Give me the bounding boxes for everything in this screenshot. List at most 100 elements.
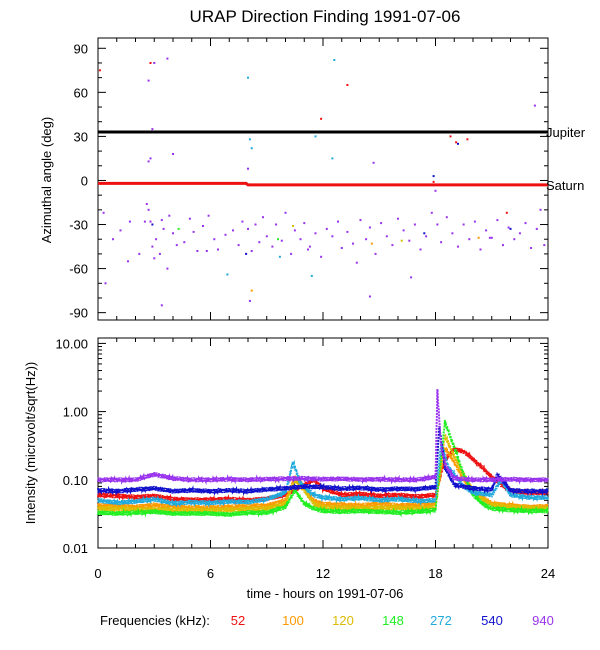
direction-point [509, 227, 512, 230]
direction-point [202, 225, 204, 227]
direction-point [374, 252, 377, 255]
direction-point [119, 229, 122, 232]
intensity-series-52 [97, 447, 549, 505]
direction-point [278, 255, 281, 258]
direction-point [518, 232, 521, 235]
direction-point [172, 232, 174, 235]
direction-point [449, 135, 452, 138]
direction-point [147, 79, 150, 82]
direction-point [397, 217, 399, 220]
direction-point [543, 244, 546, 247]
direction-point [160, 219, 163, 222]
direction-point [303, 222, 306, 225]
direction-point [380, 222, 383, 225]
intensity-series-940 [97, 389, 549, 485]
direction-point [207, 214, 210, 217]
azimuth-tick-label: 30 [74, 129, 88, 144]
direction-point [308, 245, 311, 248]
azimuth-ylabel: Azimuthal angle (deg) [39, 117, 54, 243]
azimuth-tick-label: 60 [74, 85, 88, 100]
direction-point [158, 252, 161, 255]
direction-point [457, 142, 459, 145]
legend-freq-100: 100 [282, 613, 304, 628]
direction-point [368, 226, 371, 229]
direction-point [166, 57, 169, 60]
direction-point [290, 252, 293, 255]
direction-point [175, 244, 178, 247]
direction-point [254, 223, 257, 226]
direction-point [533, 104, 536, 107]
time-tick-label: 24 [541, 566, 555, 581]
reference-label: Jupiter [546, 125, 586, 140]
direction-point [248, 138, 251, 141]
direction-point [333, 59, 336, 61]
direction-point [370, 242, 373, 245]
direction-point [496, 219, 499, 222]
direction-point [127, 260, 129, 263]
intensity-series-540 [97, 426, 549, 497]
direction-point [539, 208, 542, 211]
direction-point [160, 304, 163, 307]
direction-point [346, 230, 349, 233]
direction-point [488, 236, 491, 239]
time-xlabel: time - hours on 1991-07-06 [247, 586, 404, 601]
direction-point [307, 248, 309, 251]
direction-point [440, 241, 443, 244]
intensity-tick-label: 10.00 [55, 336, 88, 351]
legend-freq-940: 940 [532, 613, 554, 628]
azimuth-panel: 90 60 30 0 -30 -60 -90 Jupiter Saturn Azimuthal… [39, 37, 586, 321]
direction-point [490, 236, 493, 239]
direction-point [337, 220, 339, 223]
direction-point [104, 282, 107, 285]
direction-point [352, 242, 354, 245]
direction-point [145, 203, 148, 205]
direction-point [432, 180, 435, 183]
direction-point [149, 220, 152, 223]
direction-point [271, 245, 274, 248]
direction-point [151, 223, 154, 226]
direction-point [98, 69, 101, 72]
direction-point [485, 229, 488, 232]
direction-point [314, 232, 317, 235]
direction-point [224, 233, 227, 236]
direction-point [299, 238, 302, 241]
frequency-legend: Frequencies (kHz): 52 100 120 148 272 540 940 [100, 613, 554, 628]
direction-point [258, 241, 261, 244]
time-tick-label: 12 [316, 566, 330, 581]
direction-point [331, 235, 334, 238]
direction-point [400, 239, 403, 242]
direction-point [245, 252, 248, 255]
legend-freq-540: 540 [481, 613, 503, 628]
direction-point [372, 161, 375, 164]
direction-point [226, 273, 229, 276]
direction-point [196, 250, 199, 252]
chart-title: URAP Direction Finding 1991-07-06 [190, 7, 461, 26]
direction-point [147, 160, 150, 163]
direction-point [153, 257, 156, 260]
direction-point [147, 208, 150, 211]
direction-point [365, 238, 368, 241]
direction-point [162, 227, 165, 230]
azimuth-tick-label: -60 [69, 262, 88, 277]
direction-point [473, 220, 476, 223]
direction-point [402, 229, 405, 232]
direction-point [513, 238, 516, 241]
azimuth-frame [97, 37, 549, 321]
direction-point [177, 227, 180, 230]
direction-point [368, 295, 371, 298]
direction-point [293, 229, 296, 232]
direction-point [213, 238, 216, 241]
legend-label: Frequencies (kHz): [100, 613, 210, 628]
direction-point [250, 250, 253, 252]
direction-point [277, 238, 279, 241]
direction-point [247, 227, 249, 230]
direction-point [346, 84, 349, 86]
azimuth-tick-label: -90 [69, 306, 88, 321]
direction-point [432, 175, 435, 178]
direction-point [434, 189, 437, 192]
direction-point [457, 245, 459, 248]
intensity-ylabel: Intensity (microvolt/sqrt(Hz)) [23, 362, 38, 525]
direction-point [325, 227, 328, 230]
direction-point [168, 214, 171, 217]
direction-point [217, 248, 219, 251]
